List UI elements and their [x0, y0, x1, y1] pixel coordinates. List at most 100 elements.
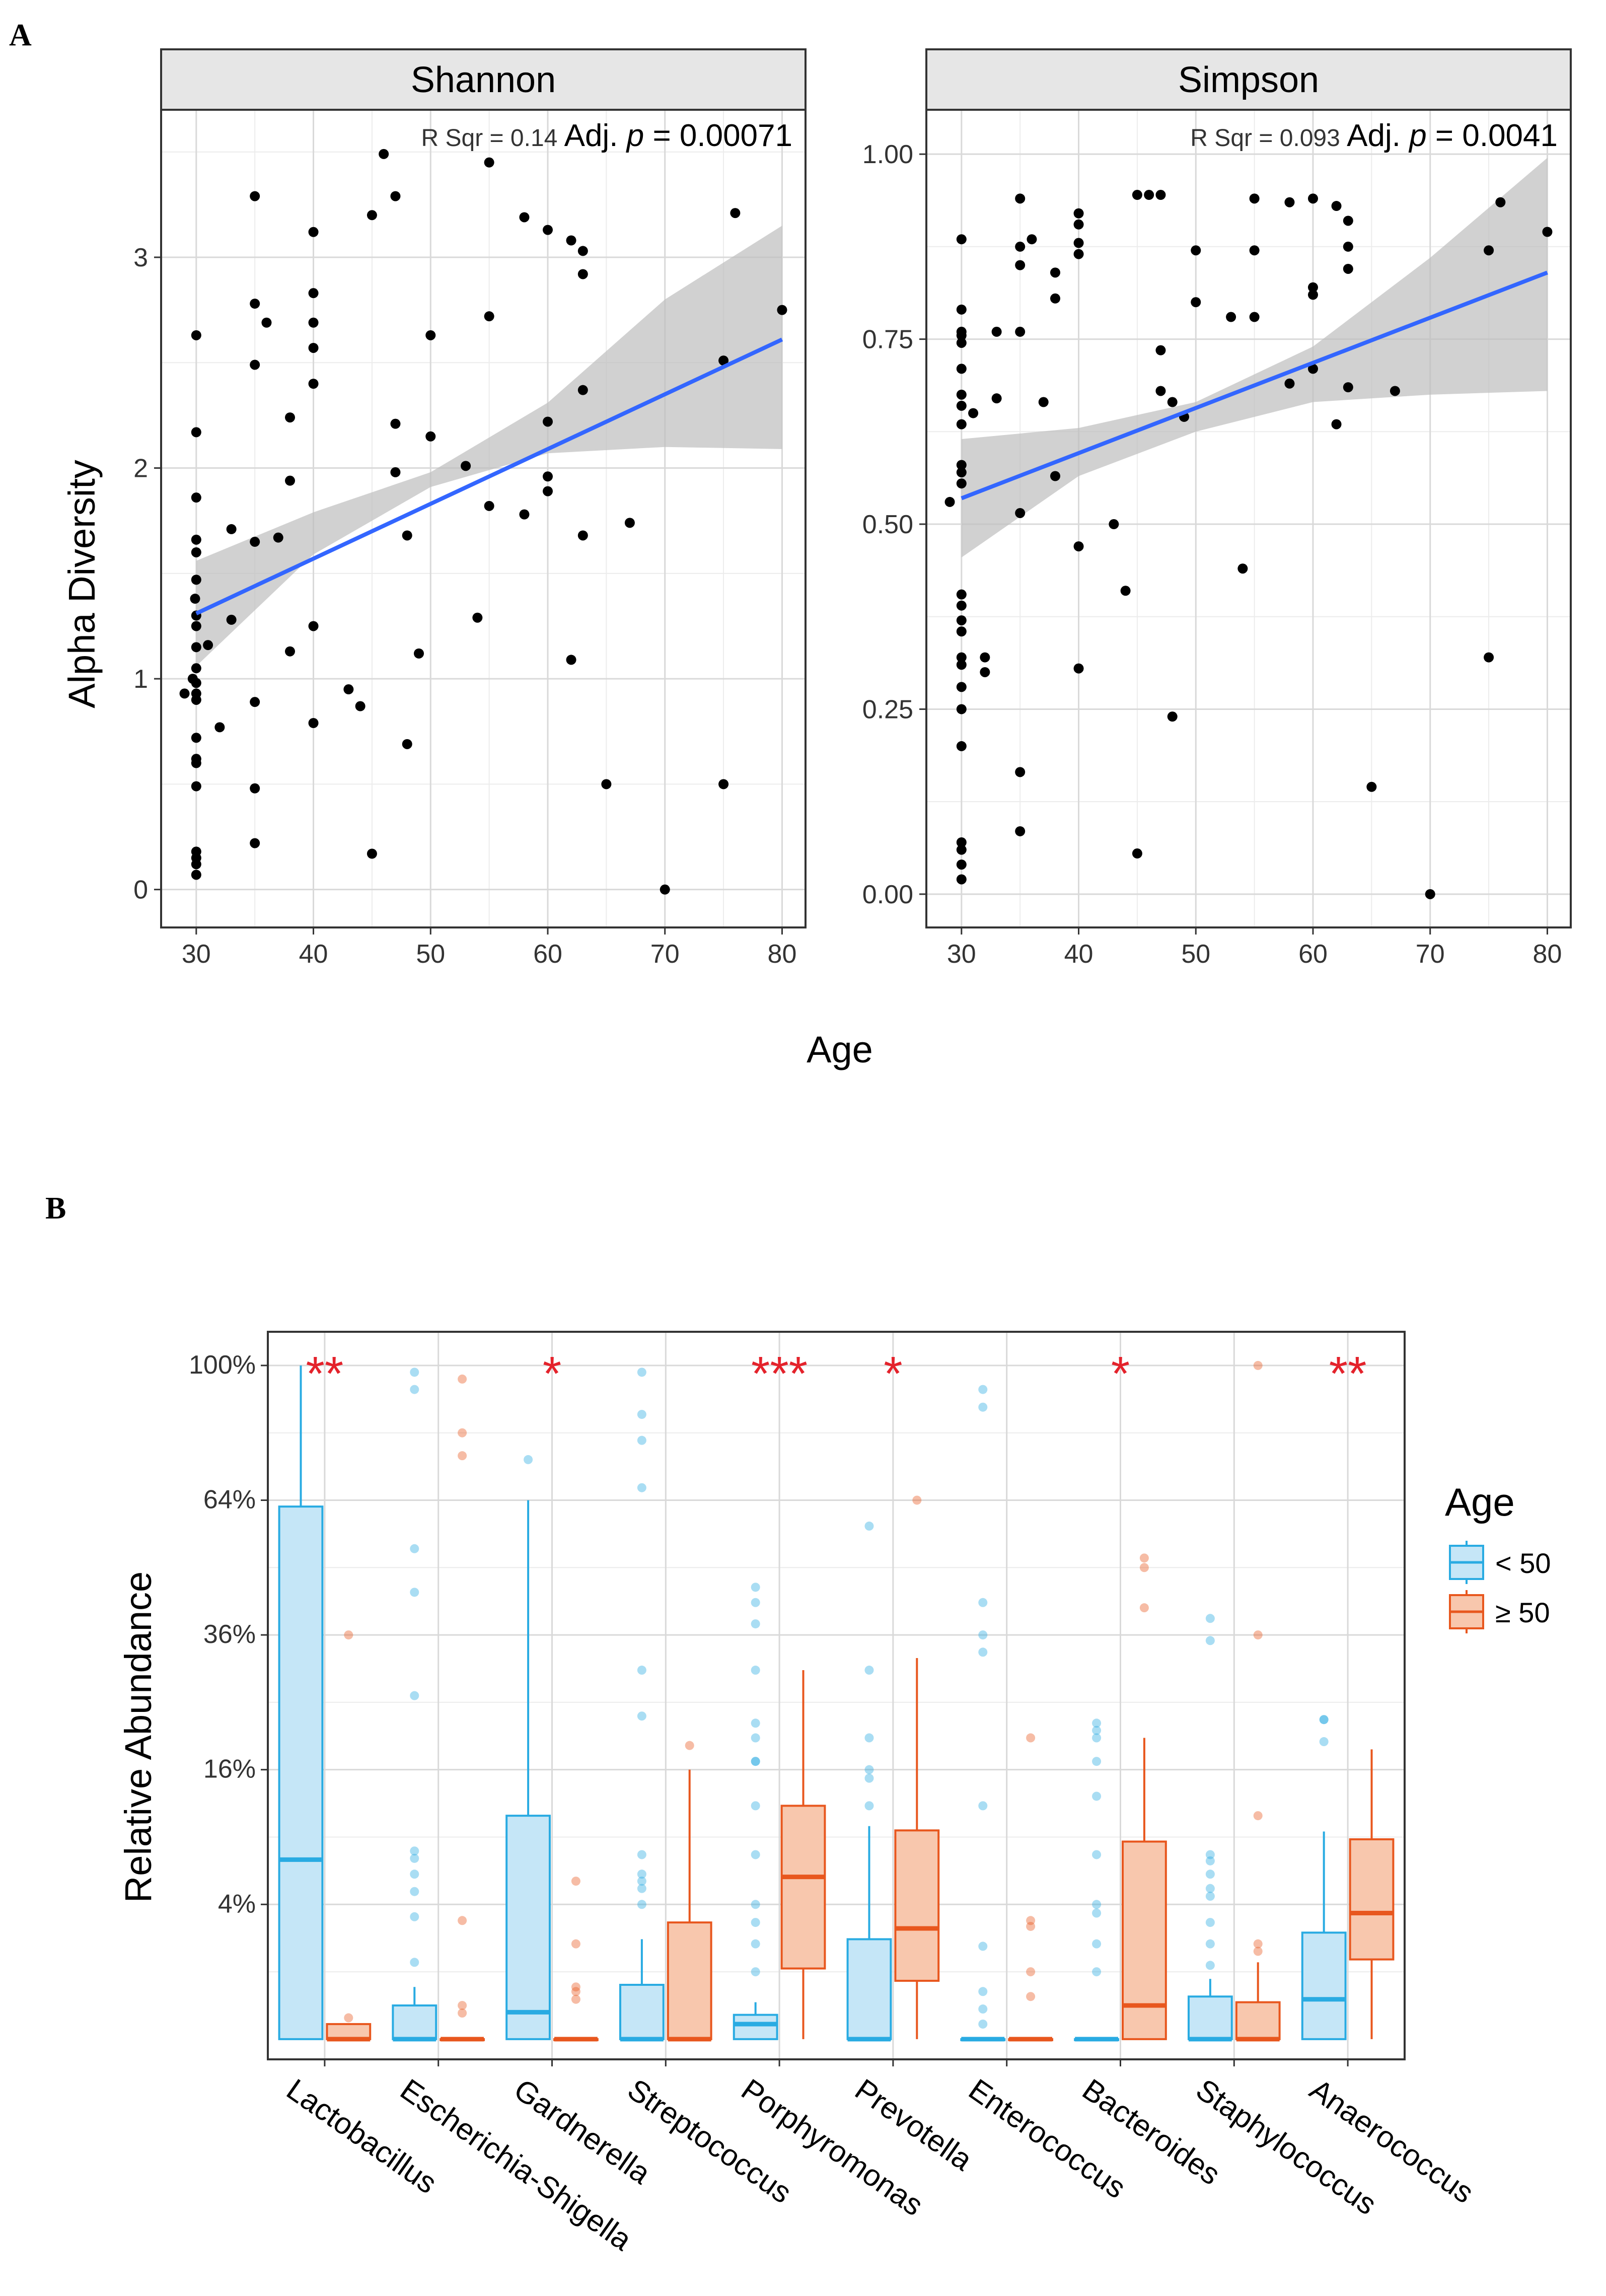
outlier-point-young	[978, 1630, 988, 1640]
data-point	[191, 733, 201, 743]
data-point	[1050, 471, 1060, 481]
data-point	[250, 697, 260, 707]
data-point	[956, 741, 967, 751]
box-old	[1349, 1838, 1395, 1961]
outlier-point-young	[978, 1801, 988, 1811]
outlier-point-young	[751, 1583, 760, 1592]
data-point	[1331, 201, 1342, 211]
data-point	[250, 838, 260, 848]
data-point	[980, 667, 990, 677]
data-point	[461, 461, 471, 471]
data-point	[214, 722, 225, 733]
data-point	[956, 330, 967, 341]
outlier-point-young	[1092, 1726, 1102, 1735]
stat-annotation: R Sqr = 0.14 Adj. p = 0.00071	[421, 118, 793, 153]
outlier-point-young	[751, 1850, 760, 1859]
data-point	[777, 305, 787, 315]
outlier-point-old	[1026, 1992, 1036, 2001]
outlier-point-old	[1253, 1630, 1263, 1640]
outlier-point-young	[1205, 1884, 1215, 1893]
plot-border	[267, 1331, 1406, 2060]
data-point	[1249, 312, 1260, 322]
outlier-point-young	[637, 1368, 646, 1377]
data-point	[1366, 781, 1377, 792]
data-point	[308, 718, 319, 728]
data-point	[226, 524, 237, 534]
y-tick-label: 64%	[203, 1485, 256, 1514]
data-point	[718, 355, 729, 366]
data-point	[191, 694, 201, 705]
outlier-point-young	[751, 1598, 760, 1607]
data-point	[285, 646, 295, 657]
shared-x-axis-title: Age	[807, 1029, 873, 1070]
outlier-point-young	[637, 1877, 646, 1886]
outlier-point-young	[637, 1436, 646, 1445]
box-young	[846, 1938, 892, 2040]
outlier-point-old	[571, 1877, 580, 1886]
data-point	[1109, 519, 1119, 530]
stat-annotation: R Sqr = 0.093 Adj. p = 0.0041	[1190, 118, 1558, 153]
data-point	[1308, 282, 1318, 293]
data-point	[1484, 652, 1494, 663]
data-point	[566, 655, 576, 665]
outlier-point-old	[344, 2013, 353, 2023]
data-point	[191, 427, 201, 438]
significance-marker: **	[306, 1347, 344, 1401]
outlier-point-old	[571, 1939, 580, 1949]
outlier-point-old	[1139, 1603, 1149, 1613]
outlier-point-young	[864, 1773, 874, 1783]
data-point	[956, 304, 967, 315]
data-point	[355, 701, 366, 711]
data-point	[414, 648, 424, 659]
p-value: = 0.00071	[644, 118, 792, 153]
outlier-point-young	[1092, 1967, 1102, 1977]
outlier-point-young	[864, 1521, 874, 1531]
outlier-point-young	[410, 1870, 419, 1879]
data-point	[1425, 889, 1435, 899]
panel-label-b: B	[45, 1191, 66, 1226]
data-point	[718, 779, 729, 790]
data-point	[956, 652, 967, 663]
facet-title: Shannon	[411, 60, 556, 100]
data-point	[191, 534, 201, 545]
data-point	[1495, 197, 1506, 207]
data-point	[956, 837, 967, 847]
outlier-point-young	[1092, 1850, 1102, 1859]
data-point	[1331, 419, 1342, 429]
data-point	[226, 614, 237, 625]
outlier-point-young	[978, 1647, 988, 1657]
box-old	[780, 1805, 826, 1970]
data-point	[543, 486, 553, 496]
data-point	[191, 678, 201, 688]
data-point	[1191, 297, 1201, 308]
data-point	[191, 781, 201, 792]
data-point	[1015, 326, 1026, 337]
data-point	[577, 246, 588, 256]
outlier-point-young	[410, 1691, 419, 1700]
x-tick-label: 30	[947, 940, 976, 969]
outlier-point-young	[978, 2019, 988, 2029]
outlier-point-young	[1319, 1737, 1329, 1747]
plot-area	[268, 1332, 1405, 2059]
data-point	[1015, 193, 1026, 204]
outlier-point-young	[410, 1887, 419, 1896]
panel-label-a: A	[9, 18, 32, 52]
data-point	[250, 537, 260, 547]
data-point	[1073, 219, 1084, 230]
outlier-point-young	[637, 1900, 646, 1909]
data-point	[1120, 586, 1131, 596]
data-point	[179, 688, 190, 699]
y-tick-label: 2	[133, 454, 148, 483]
data-point	[956, 660, 967, 670]
data-point	[1191, 245, 1201, 256]
data-point	[191, 859, 201, 870]
data-point	[390, 191, 401, 201]
outlier-point-young	[864, 1666, 874, 1675]
data-point	[1284, 197, 1295, 207]
box-young	[392, 2004, 437, 2040]
data-point	[956, 600, 967, 611]
outlier-point-young	[637, 1884, 646, 1893]
outlier-point-young	[1205, 1961, 1215, 1970]
outlier-point-young	[410, 1544, 419, 1553]
